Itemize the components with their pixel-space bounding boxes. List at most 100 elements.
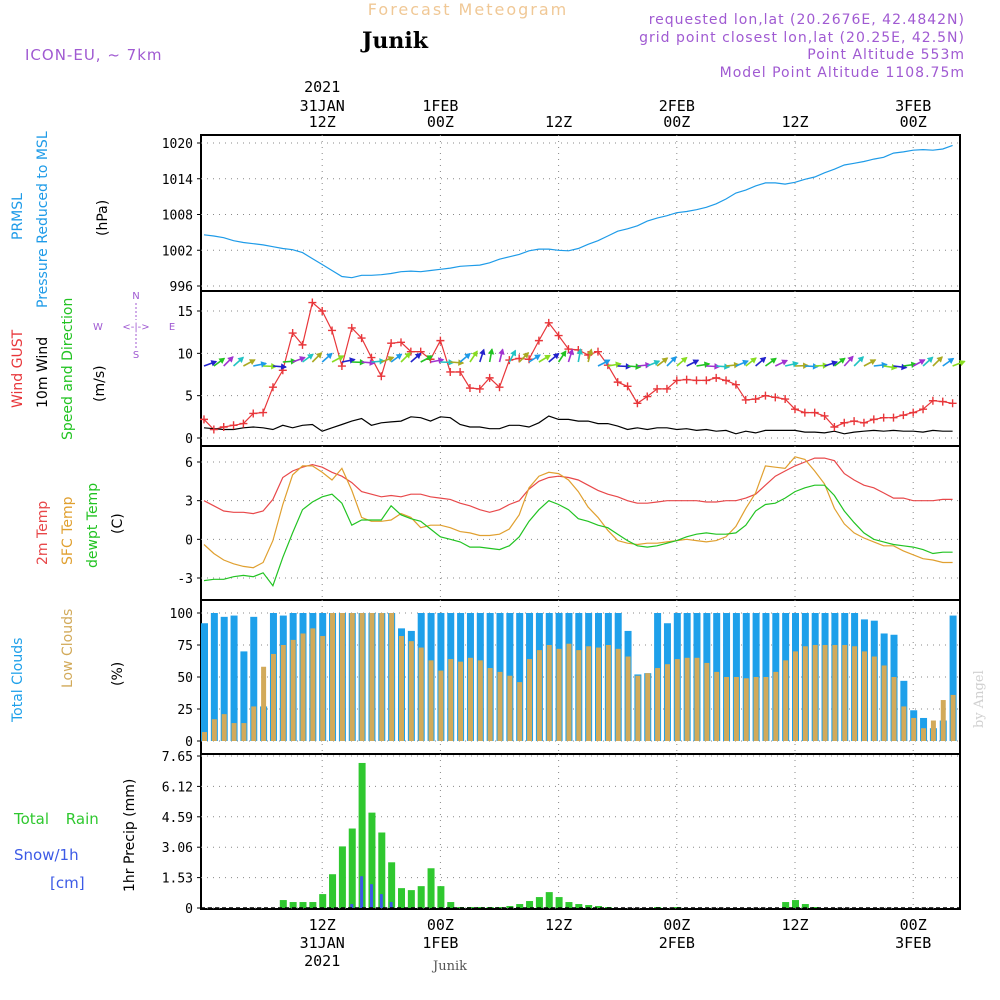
gust-point bbox=[879, 413, 888, 422]
total-cloud-bar bbox=[201, 623, 208, 741]
low-cloud-bar bbox=[290, 639, 296, 741]
low-cloud-bar bbox=[576, 650, 582, 741]
wind-dir-arrowhead bbox=[395, 353, 403, 360]
wind10-label: 10m Wind bbox=[35, 337, 51, 408]
wind-dir-arrowhead bbox=[560, 350, 567, 358]
wind-dir-arrowhead bbox=[831, 360, 838, 367]
top-time-label: 00Z bbox=[900, 113, 927, 131]
wind-dir-label: Speed and Direction bbox=[60, 298, 76, 440]
y-tick-label: 6 bbox=[185, 456, 193, 471]
rain-bar bbox=[585, 905, 593, 908]
wind-dir-arrowhead bbox=[210, 360, 218, 367]
wind-labels: Wind GUST 10m Wind Speed and Direction (… bbox=[10, 291, 175, 440]
wind-dir-arrowhead bbox=[387, 356, 395, 363]
low-cloud-bar bbox=[586, 646, 592, 741]
gust-point bbox=[347, 323, 356, 332]
cloud-labels: Total Clouds Low Clouds (%) bbox=[10, 609, 126, 723]
temp-labels: 2m Temp SFC Temp dewpt Temp (C) bbox=[35, 483, 126, 568]
low-cloud-bar bbox=[320, 636, 326, 741]
low-cloud-bar bbox=[458, 661, 464, 741]
y-tick-label: 7.65 bbox=[162, 750, 193, 765]
wind-dir-arrowhead bbox=[326, 352, 333, 360]
low-cloud-bar bbox=[753, 677, 759, 741]
low-cloud-bar bbox=[507, 675, 513, 741]
y-tick-label: 0 bbox=[185, 735, 193, 750]
compass-e: E bbox=[169, 322, 175, 333]
compass-row: <-|-> bbox=[122, 322, 149, 333]
gust-point bbox=[406, 347, 415, 356]
prmsl-label-long: Pressure Reduced to MSL bbox=[35, 131, 51, 308]
y-tick-label: 15 bbox=[177, 305, 193, 320]
wind-dir-arrowhead bbox=[227, 356, 234, 363]
low-cloud-bar bbox=[389, 613, 395, 741]
top-time-label: 12Z bbox=[309, 113, 336, 131]
total-cloud-bar bbox=[240, 651, 248, 741]
rain-bar bbox=[575, 904, 583, 908]
wind-dir-arrowhead bbox=[218, 357, 226, 364]
gust-point bbox=[830, 422, 839, 431]
gust-point bbox=[653, 384, 662, 393]
low-cloud-bar bbox=[527, 659, 533, 741]
y-tick-label: 1020 bbox=[162, 137, 193, 152]
gust-point bbox=[623, 382, 632, 391]
wind-dir-arrowhead bbox=[750, 357, 757, 364]
total-cloud-bar bbox=[516, 613, 524, 741]
low-cloud-bar bbox=[802, 646, 808, 741]
wind-dir-arrowhead bbox=[404, 352, 411, 359]
wind-dir-arrowhead bbox=[576, 348, 583, 355]
rain-bar bbox=[476, 907, 484, 909]
low-cloud-bar bbox=[664, 664, 670, 741]
gust-point bbox=[741, 395, 750, 404]
rain-bar bbox=[545, 892, 553, 908]
wind-dir-arrowhead bbox=[692, 359, 700, 366]
rain-bar bbox=[417, 886, 425, 908]
bottom-time-label: 2021 bbox=[304, 952, 340, 970]
rain-label: Total Rain bbox=[13, 810, 99, 828]
gust-point bbox=[909, 408, 918, 417]
y-tick-label: 1002 bbox=[162, 244, 193, 259]
rain-bar bbox=[319, 894, 327, 908]
precip-unit: 1hr Precip (mm) bbox=[122, 779, 138, 892]
total-cloud-label: Total Clouds bbox=[10, 638, 26, 723]
gust-point bbox=[475, 384, 484, 393]
gust-point bbox=[722, 376, 731, 385]
gust-point bbox=[534, 336, 543, 345]
gust-point bbox=[387, 339, 396, 348]
gust-point bbox=[456, 367, 465, 376]
top-time-label: 12Z bbox=[545, 113, 572, 131]
gust-point bbox=[948, 399, 957, 408]
low-cloud-bar bbox=[270, 653, 276, 741]
wind-dir-arrowhead bbox=[936, 356, 943, 363]
gust-point bbox=[731, 380, 740, 389]
plot-area: 996 1002 1008 1014 1020 0 5 10 15 -3 0 3 6 0 25 50 75 100… bbox=[162, 134, 966, 917]
gust-point bbox=[791, 405, 799, 414]
low-cloud-bar bbox=[477, 660, 483, 741]
low-cloud-bar bbox=[251, 706, 257, 741]
snow-bar bbox=[389, 902, 393, 908]
gust-point bbox=[761, 391, 770, 400]
compass-w: W bbox=[93, 322, 103, 333]
wind-dir-arrowhead bbox=[567, 348, 574, 356]
low-cloud-bar bbox=[221, 714, 227, 741]
wind-dir-arrowhead bbox=[959, 360, 966, 367]
compass-n: N bbox=[132, 291, 139, 302]
rain-bar bbox=[398, 888, 405, 908]
rain-bar bbox=[279, 900, 287, 908]
low-cloud-bar bbox=[842, 645, 848, 741]
snow-bar bbox=[379, 894, 383, 908]
gust-point bbox=[751, 395, 760, 404]
top-time-label: 12Z bbox=[781, 113, 808, 131]
y-tick-label: 1.53 bbox=[162, 872, 193, 887]
rain-bar bbox=[535, 897, 543, 908]
gust-point bbox=[268, 383, 277, 392]
bottom-time-label: 00Z bbox=[900, 916, 927, 934]
wind-dir-arrowhead bbox=[653, 359, 661, 366]
low-cloud-bar bbox=[487, 668, 493, 741]
wind-dir-arrowhead bbox=[857, 356, 865, 363]
gust-point bbox=[259, 408, 268, 417]
total-cloud-bar bbox=[742, 613, 750, 741]
low-cloud-label: Low Clouds bbox=[60, 609, 76, 688]
low-cloud-bar bbox=[339, 613, 345, 741]
bottom-time-label: 12Z bbox=[781, 916, 808, 934]
model-altitude: Model Point Altitude 1108.75m bbox=[720, 65, 965, 81]
